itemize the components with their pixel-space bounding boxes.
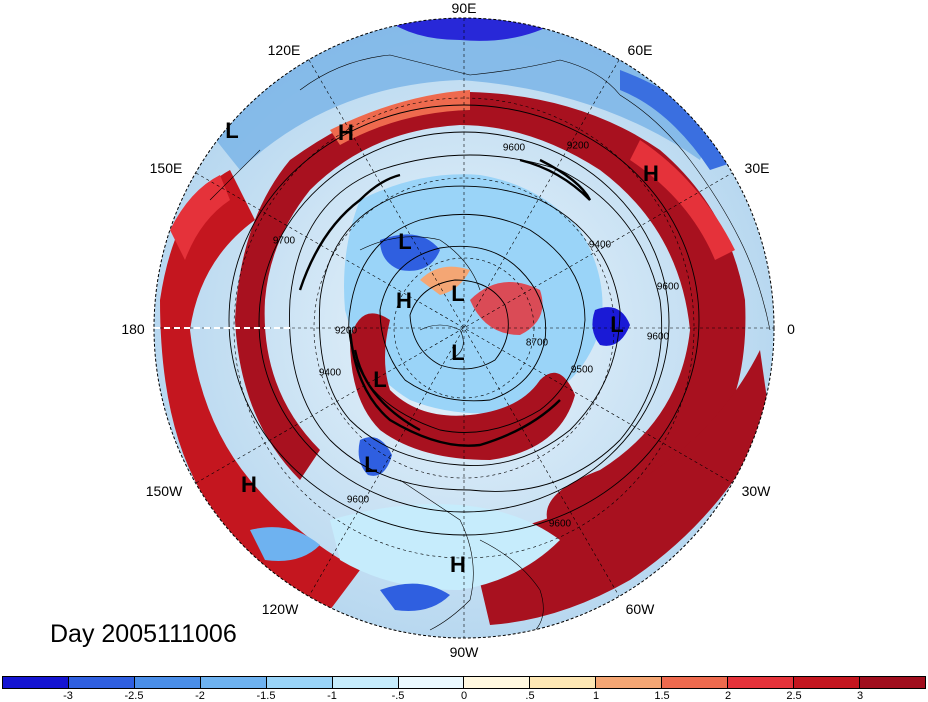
colorbar-tick-label: 1 [592, 690, 600, 702]
lon-label-120e: 120E [267, 42, 301, 58]
colorbar-segment [530, 677, 597, 688]
colorbar-segment [728, 677, 795, 688]
lon-label-0: 0 [787, 321, 795, 337]
contour-label: 9600 [502, 142, 526, 154]
colorbar-tick-label: 3 [856, 690, 864, 702]
colorbar-segment [68, 677, 135, 688]
lon-label-60w: 60W [625, 601, 655, 617]
lon-label-150e: 150E [149, 160, 183, 176]
colorbar-segment [134, 677, 201, 688]
contour-label: 9200 [334, 325, 358, 337]
contour-label: 9600 [346, 494, 370, 506]
colorbar-segment [3, 677, 69, 688]
contour-label: 9500 [570, 364, 594, 376]
lon-label-90w: 90W [449, 644, 479, 660]
pressure-center-low: L [364, 452, 378, 477]
contour-label: 8700 [525, 337, 549, 349]
colorbar-tick-label: .5 [525, 690, 535, 702]
colorbar-tick-label: 2.5 [786, 690, 802, 702]
colorbar-tick-label: -2 [195, 690, 205, 702]
lon-label-60e: 60E [627, 42, 653, 58]
pressure-center-low: L [610, 312, 624, 337]
colorbar-segment [398, 677, 465, 688]
colorbar-segment [859, 677, 925, 688]
colorbar-tick-label: -2.5 [124, 690, 144, 702]
colorbar-tick-label: -1 [327, 690, 337, 702]
map-boundary [153, 17, 775, 639]
pressure-center-low: L [225, 118, 239, 143]
contour-label: 9700 [272, 235, 296, 247]
pressure-center-low: L [398, 229, 412, 254]
contour-label: 9600 [656, 281, 680, 293]
colorbar [2, 676, 926, 689]
colorbar-tick-label: 0 [460, 690, 468, 702]
pressure-center-low: L [451, 340, 465, 365]
lon-label-30e: 30E [744, 160, 770, 176]
pressure-center-low: L [373, 367, 387, 392]
pressure-center-high: H [450, 552, 466, 577]
lon-label-120w: 120W [261, 601, 299, 617]
colorbar-segment [266, 677, 333, 688]
contour-label: 9400 [318, 367, 342, 379]
lon-label-30w: 30W [741, 483, 771, 499]
colorbar-segment [596, 677, 663, 688]
colorbar-segment [464, 677, 531, 688]
contour-label: 9600 [646, 331, 670, 343]
colorbar-tick-label: 2 [724, 690, 732, 702]
pressure-center-high: H [338, 120, 354, 145]
lon-label-90e: 90E [451, 0, 477, 16]
lon-label-180: 180 [121, 321, 145, 337]
colorbar-tick-label: 1.5 [654, 690, 670, 702]
colorbar-tick-label: -1.5 [256, 690, 276, 702]
colorbar-segment [662, 677, 729, 688]
colorbar-tick-label: -3 [63, 690, 73, 702]
contour-label: 9400 [588, 239, 612, 251]
colorbar-tick-label: -.5 [391, 690, 405, 702]
contour-label: 9200 [566, 140, 590, 152]
colorbar-segment [794, 677, 860, 688]
colorbar-segment [332, 677, 399, 688]
colorbar-segment [200, 677, 267, 688]
contour-label: 9600 [548, 518, 572, 530]
pressure-center-high: H [241, 472, 257, 497]
map-field [154, 18, 774, 638]
pressure-center-high: H [396, 288, 412, 313]
lon-label-150w: 150W [145, 483, 183, 499]
pressure-center-low: L [451, 281, 465, 306]
day-label: Day 2005111006 [50, 620, 237, 648]
pressure-center-high: H [643, 161, 659, 186]
